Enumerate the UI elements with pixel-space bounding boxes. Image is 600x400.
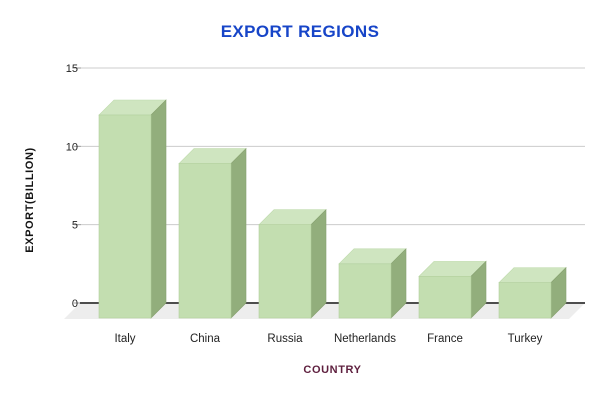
x-tick-label: Russia xyxy=(267,333,303,345)
x-tick-label: France xyxy=(427,333,463,345)
bar-netherlands-front-face xyxy=(338,263,392,319)
y-tick-label: 15 xyxy=(66,63,78,75)
x-tick-label: Netherlands xyxy=(334,333,396,345)
x-axis-title: COUNTRY xyxy=(303,364,362,376)
x-tick-label: China xyxy=(190,333,221,345)
bar-china-side-face xyxy=(230,147,247,319)
bar-italy-front-face xyxy=(98,114,152,319)
x-tick-label: Turkey xyxy=(508,333,543,345)
chart-title: EXPORT REGIONS xyxy=(220,22,380,41)
bar-russia-front-face xyxy=(258,224,312,319)
bar-russia-side-face xyxy=(310,208,327,319)
bar-china-front-face xyxy=(178,163,232,319)
y-tick-label: 10 xyxy=(66,141,78,153)
y-tick-label: 0 xyxy=(72,298,78,310)
bar-france-front-face xyxy=(418,276,472,319)
x-tick-label: Italy xyxy=(114,333,135,345)
bar-italy-side-face xyxy=(150,99,167,319)
bar-turkey-front-face xyxy=(498,282,552,319)
y-tick-label: 5 xyxy=(72,220,78,232)
